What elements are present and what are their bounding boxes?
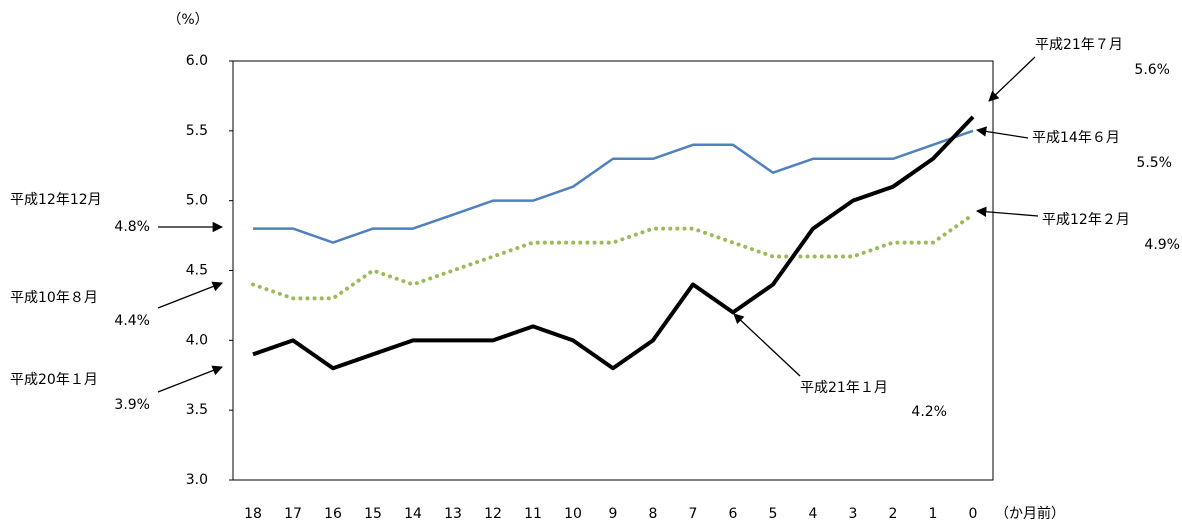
x-tick-label: 10 bbox=[564, 506, 582, 522]
value-label: 4.2% bbox=[911, 404, 947, 420]
annotation-note: 平成21年１月 bbox=[800, 380, 888, 396]
y-tick-label: 5.0 bbox=[186, 193, 208, 209]
annotation-note: 平成21年７月 bbox=[1035, 37, 1123, 53]
x-tick-label: 11 bbox=[524, 506, 542, 522]
x-tick-label: 7 bbox=[689, 506, 698, 522]
x-axis-label: （か月前） bbox=[995, 505, 1065, 522]
annotation-note: 平成14年６月 bbox=[1032, 130, 1120, 146]
x-tick-label: 14 bbox=[404, 506, 422, 522]
x-tick-label: 6 bbox=[729, 506, 738, 522]
x-tick-label: 13 bbox=[444, 506, 462, 522]
annotation-arrow bbox=[975, 126, 1029, 139]
value-label: 5.6% bbox=[1134, 62, 1170, 78]
value-label: 4.4% bbox=[114, 313, 150, 329]
annotation-arrow bbox=[733, 313, 801, 377]
y-tick-label: 6.0 bbox=[186, 53, 208, 69]
annotation-note: 平成20年１月 bbox=[10, 372, 98, 388]
y-tick-label: 3.0 bbox=[186, 472, 208, 488]
y-tick-label: 5.5 bbox=[186, 123, 208, 139]
y-tick-label: 3.5 bbox=[186, 402, 208, 418]
value-label: 4.8% bbox=[114, 219, 150, 235]
annotation-arrow bbox=[988, 56, 1036, 102]
annotation-note: 平成12年12月 bbox=[10, 192, 102, 208]
x-tick-label: 2 bbox=[889, 506, 898, 522]
y-tick-label: 4.5 bbox=[186, 263, 208, 279]
x-tick-label: 15 bbox=[364, 506, 382, 522]
x-tick-label: 12 bbox=[484, 506, 502, 522]
plot-frame bbox=[232, 60, 994, 481]
x-tick-label: 3 bbox=[849, 506, 858, 522]
y-axis-label: （%） bbox=[167, 12, 208, 28]
x-tick-label: 16 bbox=[324, 506, 342, 522]
series-line bbox=[251, 212, 975, 301]
value-label: 4.9% bbox=[1144, 237, 1180, 253]
x-tick-label: 18 bbox=[244, 506, 262, 522]
x-tick-label: 0 bbox=[969, 506, 978, 522]
annotation-note: 平成10年８月 bbox=[10, 290, 98, 306]
x-tick-label: 9 bbox=[609, 506, 618, 522]
annotation-arrow bbox=[157, 365, 223, 393]
x-tick-label: 4 bbox=[809, 506, 818, 522]
annotation-arrow bbox=[157, 281, 223, 309]
x-tick-label: 17 bbox=[284, 506, 302, 522]
value-label: 5.5% bbox=[1136, 155, 1172, 171]
x-tick-label: 8 bbox=[649, 506, 658, 522]
annotation-note: 平成12年２月 bbox=[1042, 212, 1130, 228]
y-tick-label: 4.0 bbox=[186, 332, 208, 348]
value-label: 3.9% bbox=[114, 397, 150, 413]
series-line bbox=[253, 129, 974, 244]
x-tick-label: 1 bbox=[929, 506, 938, 522]
annotation-arrow bbox=[975, 206, 1039, 217]
x-tick-label: 5 bbox=[769, 506, 778, 522]
series-line bbox=[252, 115, 975, 371]
